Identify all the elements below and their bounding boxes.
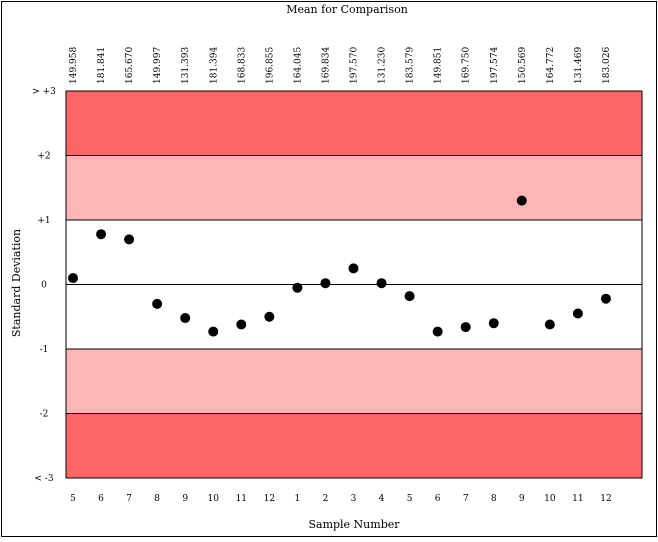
top-mean-label: 169.750 (462, 47, 472, 84)
sd-band-0 (66, 91, 642, 156)
top-mean-labels: 149.958 181.841 165.670 149.997 131.393 181.3… (69, 47, 612, 84)
data-point (544, 319, 555, 330)
y-tick-label: +2 (37, 152, 50, 162)
top-mean-label: 183.026 (602, 47, 612, 84)
sd-band-3 (66, 349, 642, 414)
top-mean-label: 131.393 (181, 47, 191, 84)
x-tick-label: 10 (208, 494, 220, 504)
y-tick-label: > +3 (32, 87, 56, 97)
x-tick-label: 6 (98, 494, 104, 504)
data-point (348, 263, 359, 274)
top-mean-label: 169.834 (321, 47, 331, 84)
y-tick-label: 0 (41, 281, 47, 291)
y-tick-labels: > +3 +2 +1 0 -1 -2 < -3 (32, 87, 56, 484)
data-point (124, 234, 135, 245)
top-mean-label: 168.833 (237, 47, 247, 84)
y-tick-label: -1 (40, 345, 49, 355)
data-point (376, 278, 387, 289)
data-point (152, 298, 163, 309)
data-point (460, 322, 471, 333)
top-mean-label: 183.579 (406, 47, 416, 84)
data-point (488, 318, 499, 329)
y-tick-label: -2 (40, 410, 49, 420)
x-tick-label: 12 (264, 494, 275, 504)
x-tick-label: 7 (126, 494, 132, 504)
data-point (432, 326, 443, 337)
top-mean-label: 150.569 (518, 47, 528, 84)
x-tick-label: 11 (572, 494, 583, 504)
data-point (292, 282, 303, 293)
top-mean-label: 197.574 (490, 47, 500, 84)
x-tick-label: 4 (379, 494, 385, 504)
data-point (572, 308, 583, 319)
x-tick-label: 5 (70, 494, 76, 504)
data-point (264, 311, 275, 322)
data-point (320, 278, 331, 289)
top-mean-label: 196.855 (265, 47, 275, 84)
top-mean-label: 164.045 (293, 47, 303, 84)
top-mean-label: 149.851 (434, 47, 444, 84)
x-tick-label: 5 (407, 494, 413, 504)
top-mean-label: 181.841 (97, 47, 107, 84)
x-tick-label: 1 (295, 494, 301, 504)
x-tick-labels: 5 6 7 8 9 10 11 12 1 2 3 4 5 6 7 8 9 10 11 12 (70, 494, 612, 504)
x-tick-label: 8 (154, 494, 160, 504)
x-axis-title: Sample Number (308, 518, 400, 531)
data-point (236, 319, 247, 330)
data-point (516, 195, 527, 206)
top-mean-label: 131.230 (378, 47, 388, 84)
x-tick-label: 9 (519, 494, 525, 504)
data-point (68, 273, 78, 284)
data-point (404, 291, 415, 302)
x-tick-label: 7 (463, 494, 469, 504)
x-tick-label: 10 (544, 494, 556, 504)
x-tick-label: 3 (351, 494, 357, 504)
data-point (208, 326, 219, 337)
data-points (68, 195, 611, 337)
x-tick-label: 9 (182, 494, 188, 504)
y-tick-label: < -3 (34, 474, 53, 484)
sd-band-4 (66, 413, 642, 478)
chart-title: Mean for Comparison (286, 3, 408, 16)
data-point (180, 313, 191, 324)
top-mean-label: 197.570 (350, 47, 360, 84)
plot-area-border (65, 90, 643, 479)
x-tick-label: 2 (323, 494, 329, 504)
x-tick-label: 6 (435, 494, 441, 504)
top-mean-label: 181.394 (209, 47, 219, 84)
x-tick-label: 11 (236, 494, 247, 504)
data-point (96, 229, 107, 240)
top-mean-label: 149.997 (153, 47, 163, 84)
x-tick-label: 12 (600, 494, 611, 504)
y-axis-title: Standard Deviation (10, 229, 23, 337)
data-point (600, 293, 611, 304)
y-tick-label: +1 (37, 216, 50, 226)
top-mean-label: 149.958 (69, 47, 79, 84)
sd-band-1 (66, 155, 642, 220)
top-mean-label: 165.670 (125, 47, 135, 84)
x-tick-label: 8 (491, 494, 497, 504)
top-mean-label: 131.469 (574, 47, 584, 84)
top-mean-label: 164.772 (546, 47, 556, 84)
